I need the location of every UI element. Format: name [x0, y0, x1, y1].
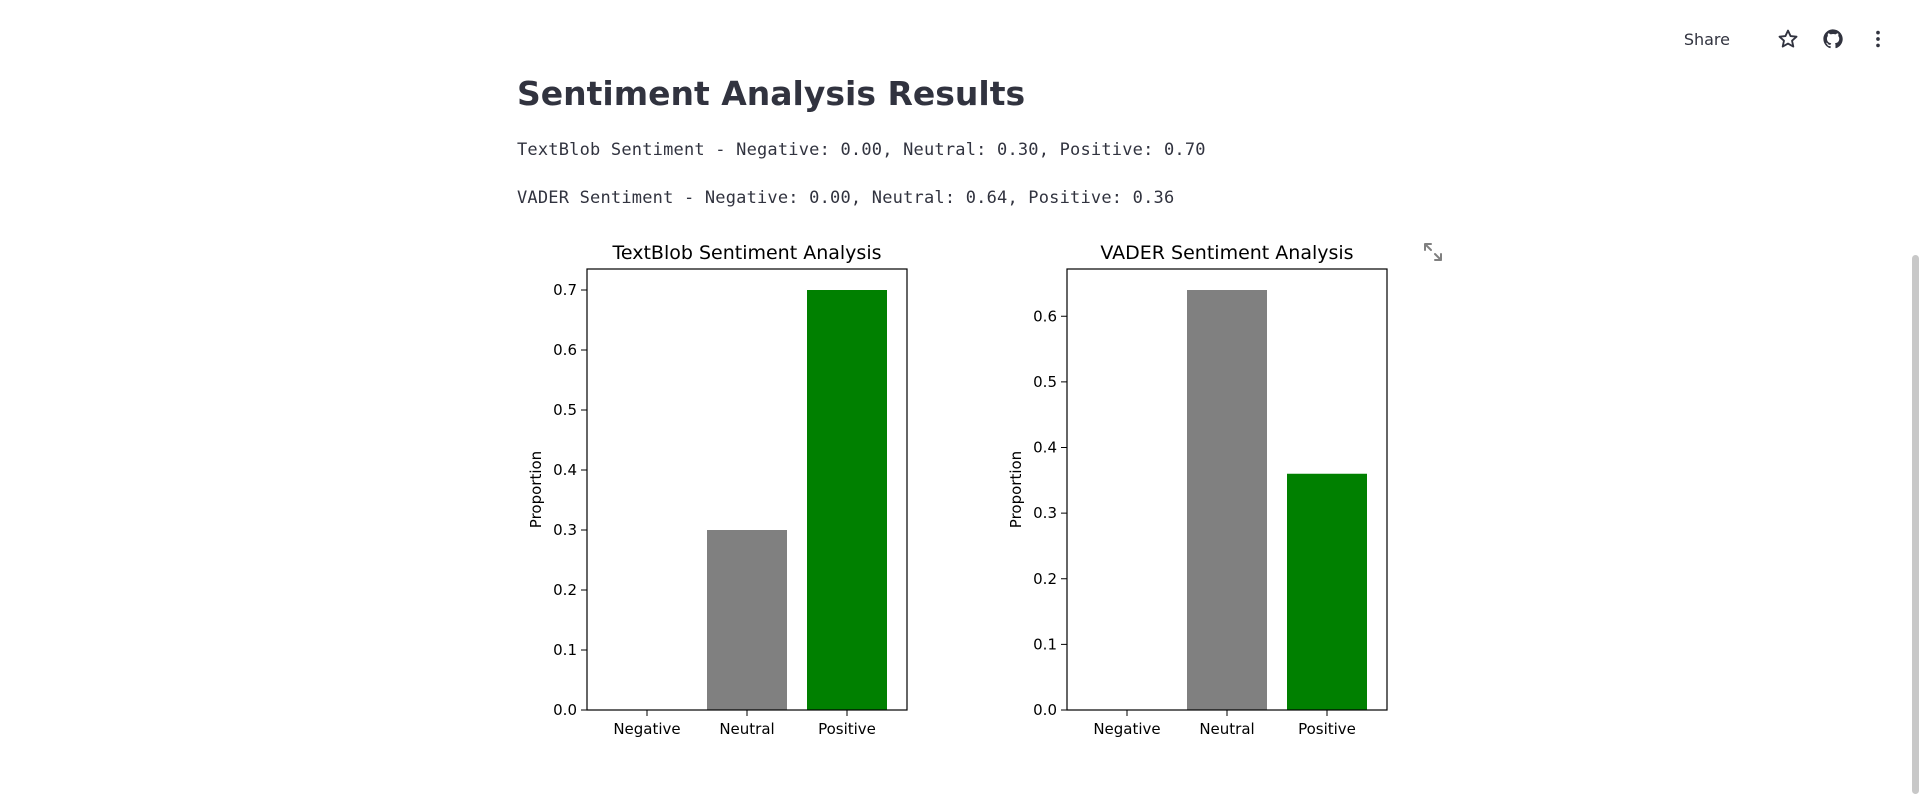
- vader-chart-ytick-label: 0.1: [1033, 635, 1057, 653]
- vader-chart-ytick-label: 0.4: [1033, 439, 1057, 457]
- textblob-chart-ytick-label: 0.3: [553, 521, 577, 539]
- sentiment-figure: 0.0 0.1 0.2 0.3 0.4 0.5 0.6 0.7 Negative Neutral P…: [517, 236, 1457, 750]
- vader-chart-ytick-label: 0.5: [1033, 373, 1057, 391]
- textblob-chart-bar-neutral: [707, 530, 787, 710]
- vader-chart-ytick-label: 0.6: [1033, 307, 1057, 325]
- github-icon[interactable]: [1822, 28, 1844, 50]
- textblob-chart-ytick-label: 0.4: [553, 461, 577, 479]
- textblob-chart-xtick-label: Positive: [818, 720, 876, 738]
- vader-chart-ytick-label: 0.2: [1033, 570, 1057, 588]
- page-scrollbar[interactable]: [1912, 255, 1919, 794]
- vader-chart-bar-positive: [1287, 473, 1367, 710]
- vader-chart-xtick-label: Negative: [1093, 720, 1160, 738]
- vader-chart-xtick-label: Positive: [1298, 720, 1356, 738]
- textblob-result-text: TextBlob Sentiment - Negative: 0.00, Neu…: [517, 140, 1206, 160]
- share-button[interactable]: Share: [1683, 29, 1730, 49]
- textblob-chart-bar-positive: [807, 290, 887, 710]
- textblob-chart-ytick-label: 0.0: [553, 701, 577, 719]
- more-vert-icon[interactable]: [1867, 28, 1889, 50]
- page-title: Sentiment Analysis Results: [517, 74, 1026, 113]
- vader-chart-ylabel: Proportion: [1007, 451, 1025, 528]
- fullscreen-expand-icon[interactable]: [1421, 240, 1445, 264]
- vader-chart-ytick-label: 0.0: [1033, 701, 1057, 719]
- textblob-chart-title: TextBlob Sentiment Analysis: [612, 242, 882, 264]
- textblob-chart-ytick-label: 0.7: [553, 281, 577, 299]
- textblob-chart-ytick-label: 0.1: [553, 641, 577, 659]
- textblob-chart-ytick-label: 0.2: [553, 581, 577, 599]
- vader-result-text: VADER Sentiment - Negative: 0.00, Neutra…: [517, 188, 1175, 208]
- vader-chart-title: VADER Sentiment Analysis: [1100, 242, 1353, 264]
- textblob-chart-ytick-label: 0.5: [553, 401, 577, 419]
- charts-svg: 0.0 0.1 0.2 0.3 0.4 0.5 0.6 0.7 Negative Neutral P…: [527, 242, 1388, 738]
- textblob-chart-xtick-label: Negative: [613, 720, 680, 738]
- textblob-chart-ylabel: Proportion: [527, 451, 545, 528]
- app-toolbar: Share: [1684, 24, 1889, 54]
- textblob-chart-xtick-label: Neutral: [719, 720, 774, 738]
- vader-chart-bar-neutral: [1187, 290, 1267, 710]
- vader-chart-ytick-label: 0.3: [1033, 504, 1057, 522]
- textblob-chart-ytick-label: 0.6: [553, 341, 577, 359]
- star-icon[interactable]: [1777, 28, 1799, 50]
- vader-chart-xtick-label: Neutral: [1199, 720, 1254, 738]
